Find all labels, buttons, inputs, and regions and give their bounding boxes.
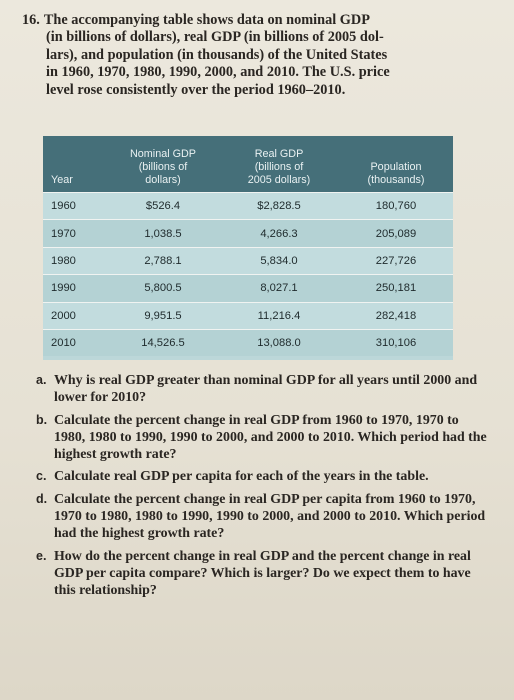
cell-population: 282,418: [339, 301, 453, 330]
header-population: Population (thousands): [367, 161, 425, 186]
cell-nominal-gdp: 1,038.5: [107, 219, 219, 248]
cell-population: 180,760: [339, 191, 453, 220]
question-label: e.: [36, 548, 47, 563]
cell-real-gdp: 11,216.4: [219, 301, 339, 330]
gdp-table: Year Nominal GDP (billions of dollars) R…: [43, 136, 453, 360]
cell-nominal-gdp: $526.4: [107, 191, 219, 220]
cell-population: 310,106: [339, 328, 453, 357]
cell-real-gdp: 5,834.0: [219, 246, 339, 275]
cell-year: 1980: [43, 246, 107, 275]
table-row: 1970 1,038.5 4,266.3 205,089: [43, 219, 453, 248]
question-label: d.: [36, 491, 48, 506]
question-text: Calculate the percent change in real GDP…: [54, 491, 486, 542]
cell-year: 1990: [43, 274, 107, 303]
question-label: a.: [36, 373, 47, 387]
problem-number: 16.: [22, 12, 40, 28]
cell-nominal-gdp: 14,526.5: [107, 328, 219, 357]
question-list: a. Why is real GDP greater than nominal …: [28, 372, 488, 605]
question-c: c. Calculate real GDP per capita for eac…: [28, 468, 488, 485]
question-text: How do the percent change in real GDP an…: [54, 548, 471, 599]
cell-year: 2010: [43, 328, 107, 357]
problem-line-3: lars), and population (in thousands) of …: [46, 46, 388, 63]
table-row: 1960 $526.4 $2,828.5 180,760: [43, 191, 453, 220]
header-nominal-gdp: Nominal GDP (billions of dollars): [130, 148, 196, 186]
problem-statement: 16. The accompanying table shows data on …: [22, 12, 492, 99]
cell-nominal-gdp: 2,788.1: [107, 246, 219, 275]
question-e: e. How do the percent change in real GDP…: [28, 548, 488, 600]
question-text: Why is real GDP greater than nominal GDP…: [54, 373, 478, 406]
problem-line-2: (in billions of dollars), real GDP (in b…: [46, 29, 384, 46]
header-year: Year: [51, 174, 73, 186]
table-row: 1980 2,788.1 5,834.0 227,726: [43, 246, 453, 275]
question-a: a. Why is real GDP greater than nominal …: [28, 372, 488, 407]
table-row: 2010 14,526.5 13,088.0 310,106: [43, 328, 453, 357]
problem-line-4: in 1960, 1970, 1980, 1990, 2000, and 201…: [46, 64, 390, 81]
cell-population: 227,726: [339, 246, 453, 275]
question-label: b.: [36, 412, 48, 427]
cell-real-gdp: 13,088.0: [219, 328, 339, 357]
cell-nominal-gdp: 9,951.5: [107, 301, 219, 330]
cell-population: 250,181: [339, 274, 453, 303]
cell-year: 1960: [43, 191, 107, 220]
cell-year: 1970: [43, 219, 107, 248]
table-row: 2000 9,951.5 11,216.4 282,418: [43, 301, 453, 330]
question-text: Calculate the percent change in real GDP…: [54, 412, 487, 463]
cell-real-gdp: $2,828.5: [219, 191, 339, 220]
cell-nominal-gdp: 5,800.5: [107, 274, 219, 303]
question-b: b. Calculate the percent change in real …: [28, 412, 488, 464]
question-label: c.: [36, 469, 47, 484]
question-text: Calculate real GDP per capita for each o…: [54, 469, 429, 485]
cell-real-gdp: 4,266.3: [219, 219, 339, 248]
cell-population: 205,089: [339, 219, 453, 248]
problem-line-5: level rose consistently over the period …: [46, 81, 346, 98]
problem-line-1: 16. The accompanying table shows data on …: [22, 12, 370, 28]
cell-real-gdp: 8,027.1: [219, 274, 339, 303]
table-header-row: Year Nominal GDP (billions of dollars) R…: [43, 136, 453, 193]
table-row: 1990 5,800.5 8,027.1 250,181: [43, 274, 453, 303]
header-real-gdp: Real GDP (billions of 2005 dollars): [247, 148, 311, 186]
question-d: d. Calculate the percent change in real …: [28, 491, 488, 543]
cell-year: 2000: [43, 301, 107, 330]
